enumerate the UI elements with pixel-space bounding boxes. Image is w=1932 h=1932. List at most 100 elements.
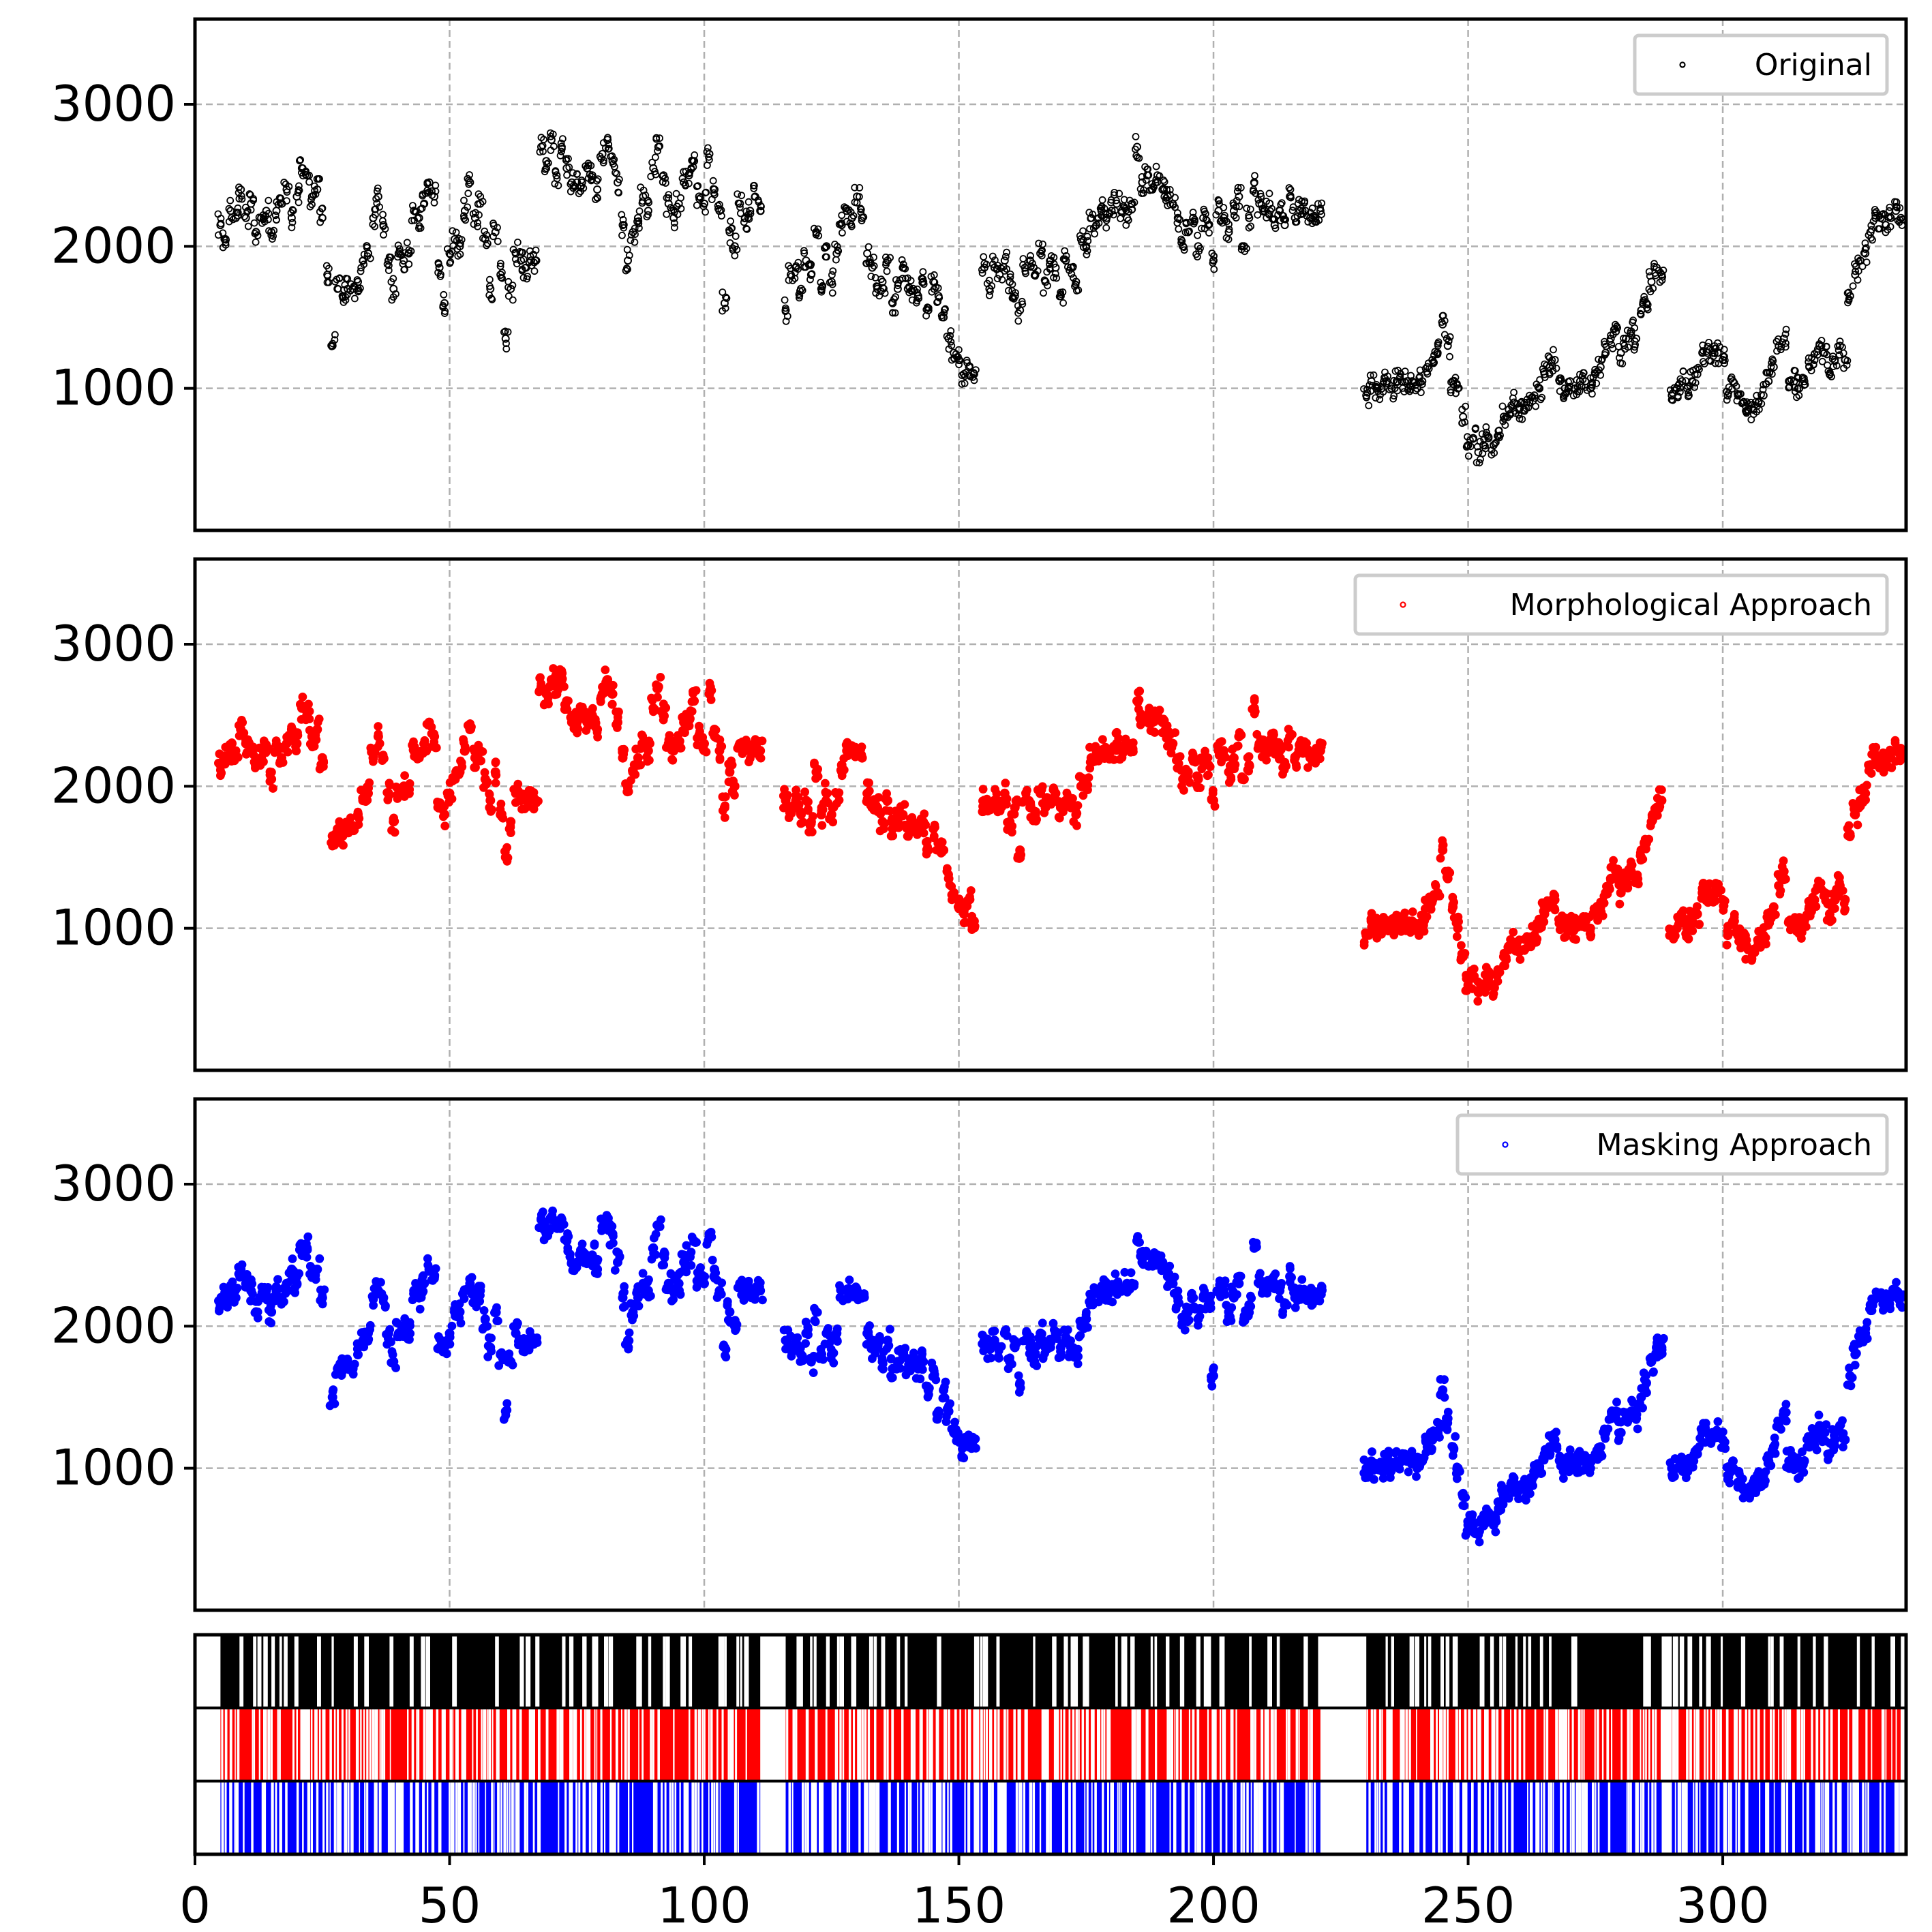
data-point-cluster bbox=[1549, 367, 1557, 375]
data-point-cluster bbox=[1597, 907, 1606, 917]
data-point-cluster bbox=[1456, 941, 1466, 950]
data-point-cluster bbox=[1194, 772, 1203, 781]
data-point-cluster bbox=[922, 849, 931, 859]
data-point-cluster bbox=[363, 252, 372, 260]
data-point-cluster bbox=[590, 1239, 599, 1248]
data-point-cluster bbox=[806, 1353, 815, 1363]
data-point-cluster bbox=[406, 1329, 415, 1338]
data-point-cluster bbox=[1161, 1264, 1170, 1273]
data-point-cluster bbox=[479, 198, 487, 206]
data-point-cluster bbox=[1098, 735, 1107, 744]
data-point-cluster bbox=[1055, 813, 1064, 823]
data-point-cluster bbox=[692, 1237, 701, 1247]
data-point-cluster bbox=[1434, 350, 1442, 359]
data-point-cluster bbox=[1447, 905, 1457, 915]
data-point-cluster bbox=[1624, 864, 1633, 874]
data-point-cluster bbox=[295, 699, 305, 709]
data-point-cluster bbox=[387, 1338, 395, 1346]
data-point-cluster bbox=[253, 1313, 262, 1323]
data-point-cluster bbox=[989, 260, 997, 268]
data-point-cluster bbox=[652, 153, 659, 162]
data-point-cluster bbox=[1419, 920, 1428, 930]
data-point-cluster bbox=[933, 1413, 943, 1422]
data-point bbox=[287, 213, 296, 222]
data-point-cluster bbox=[1149, 727, 1159, 737]
data-point-cluster bbox=[1085, 209, 1093, 217]
data-point-cluster bbox=[847, 208, 855, 216]
data-point-cluster bbox=[1114, 734, 1123, 743]
data-point-cluster bbox=[333, 275, 341, 284]
data-point-cluster bbox=[886, 1372, 895, 1380]
data-point-cluster bbox=[1513, 400, 1522, 408]
data-point-cluster bbox=[444, 245, 451, 253]
data-point-cluster bbox=[942, 866, 952, 876]
data-point-cluster bbox=[753, 744, 763, 753]
data-point-cluster bbox=[1544, 352, 1552, 360]
data-point-cluster bbox=[656, 142, 664, 150]
data-point-cluster bbox=[994, 1354, 1003, 1363]
data-point-cluster bbox=[992, 789, 1001, 798]
data-point-cluster bbox=[719, 288, 727, 297]
data-point-cluster bbox=[685, 179, 693, 187]
data-point-cluster bbox=[624, 1344, 633, 1354]
data-point-cluster bbox=[800, 247, 808, 255]
data-point-cluster bbox=[452, 228, 460, 237]
data-point-cluster bbox=[1570, 384, 1578, 393]
data-point bbox=[1316, 207, 1325, 215]
data-point-cluster bbox=[492, 770, 501, 780]
data-point-cluster bbox=[502, 345, 511, 353]
data-point-cluster bbox=[312, 190, 320, 198]
data-point-cluster bbox=[1416, 372, 1424, 380]
data-point-cluster bbox=[485, 789, 494, 798]
data-point-cluster bbox=[561, 701, 571, 710]
data-point-cluster bbox=[235, 195, 243, 203]
data-point-cluster bbox=[937, 312, 946, 320]
data-point-cluster bbox=[882, 260, 890, 269]
data-point-cluster bbox=[1434, 342, 1442, 350]
data-point-cluster bbox=[1175, 225, 1183, 233]
data-point-cluster bbox=[1827, 916, 1837, 925]
data-point-cluster bbox=[494, 1361, 504, 1370]
data-point-cluster bbox=[678, 175, 686, 183]
data-point-cluster bbox=[478, 747, 487, 756]
legend-morphological: Morphological Approach bbox=[1353, 573, 1889, 636]
data-point-cluster bbox=[605, 140, 613, 149]
data-point-cluster bbox=[405, 1318, 414, 1327]
data-point-cluster bbox=[715, 755, 725, 764]
data-point-cluster bbox=[667, 1297, 676, 1305]
data-point-cluster bbox=[1359, 941, 1369, 950]
data-point-cluster bbox=[228, 214, 236, 222]
data-point-cluster bbox=[809, 1368, 818, 1377]
data-point-cluster bbox=[1225, 225, 1233, 233]
data-point-cluster bbox=[693, 201, 701, 209]
data-point-cluster bbox=[597, 692, 605, 701]
data-point-cluster bbox=[504, 1349, 514, 1359]
data-point-cluster bbox=[1316, 742, 1326, 752]
data-point-cluster bbox=[916, 814, 926, 824]
data-point-cluster bbox=[796, 809, 805, 818]
data-point-cluster bbox=[781, 304, 789, 312]
data-point-cluster bbox=[1001, 779, 1010, 788]
data-point-cluster bbox=[1009, 1335, 1018, 1344]
data-point-cluster bbox=[1550, 346, 1557, 354]
data-point-cluster bbox=[1777, 862, 1787, 871]
data-point-cluster bbox=[791, 274, 799, 282]
data-point-cluster bbox=[491, 779, 500, 787]
data-point-cluster bbox=[1224, 778, 1234, 787]
data-point-cluster bbox=[1180, 246, 1188, 254]
data-point-cluster bbox=[575, 190, 583, 198]
data-point-cluster bbox=[1566, 382, 1574, 391]
data-point-cluster bbox=[1595, 366, 1603, 374]
data-point-cluster bbox=[1237, 731, 1246, 740]
data-point-cluster bbox=[509, 296, 517, 304]
data-point-cluster bbox=[1083, 232, 1091, 241]
data-point-cluster bbox=[1407, 372, 1415, 380]
data-point-cluster bbox=[723, 1301, 732, 1310]
data-point bbox=[1474, 448, 1483, 457]
data-point-cluster bbox=[414, 214, 422, 222]
data-point-cluster bbox=[1138, 190, 1146, 198]
data-point-cluster bbox=[704, 144, 712, 152]
data-point-cluster bbox=[371, 222, 378, 230]
data-point-cluster bbox=[1121, 205, 1130, 213]
data-point-cluster bbox=[1489, 989, 1498, 999]
